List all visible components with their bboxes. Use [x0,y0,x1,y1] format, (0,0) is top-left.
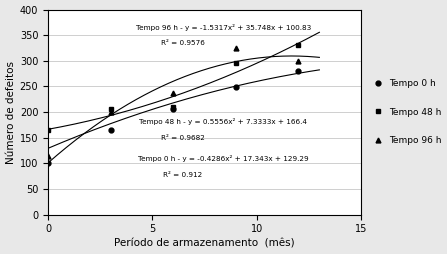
Legend: Tempo 0 h, Tempo 48 h, Tempo 96 h: Tempo 0 h, Tempo 48 h, Tempo 96 h [369,79,441,146]
Text: Tempo 96 h - y = -1.5317x² + 35.748x + 100.83: Tempo 96 h - y = -1.5317x² + 35.748x + 1… [136,24,311,31]
Text: R² = 0.912: R² = 0.912 [163,171,202,178]
Text: Tempo 48 h - y = 0.5556x² + 7.3333x + 166.4: Tempo 48 h - y = 0.5556x² + 7.3333x + 16… [139,118,308,125]
Y-axis label: Número de defeitos: Número de defeitos [5,60,16,164]
Text: R² = 0.9576: R² = 0.9576 [161,40,205,46]
Text: Tempo 0 h - y = -0.4286x² + 17.343x + 129.29: Tempo 0 h - y = -0.4286x² + 17.343x + 12… [138,155,309,162]
X-axis label: Período de armazenamento  (mês): Período de armazenamento (mês) [114,239,295,248]
Text: R² = 0.9682: R² = 0.9682 [161,135,205,141]
